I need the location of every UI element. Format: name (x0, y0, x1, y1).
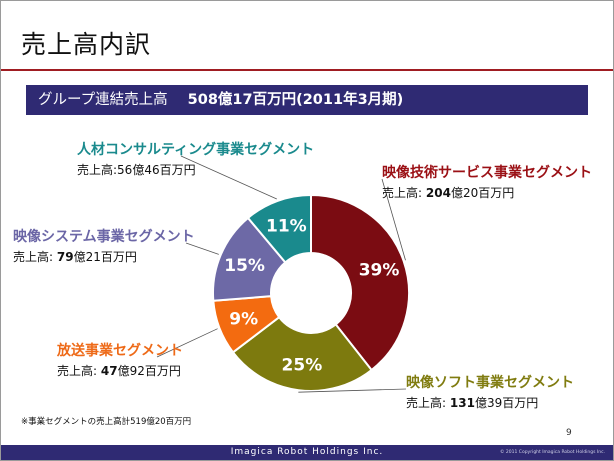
leader-line (381, 178, 406, 261)
segment-sales: 売上高: 47億92百万円 (57, 364, 181, 378)
segment-name: 映像技術サービス事業セグメント (382, 165, 592, 181)
segment-label-broadcasting: 放送事業セグメント 売上高: 47億92百万円 (57, 342, 183, 379)
segment-label-video-systems: 映像システム事業セグメント 売上高: 79億21百万円 (13, 228, 195, 265)
segment-sales: 売上高:56億46百万円 (77, 163, 196, 177)
leader-line (156, 328, 218, 358)
leader-line (298, 388, 407, 393)
banner-value: 508億17百万円(2011年3月期) (187, 92, 404, 108)
slide-title: 売上高内訳 (21, 30, 152, 59)
slice-percent-label: 11% (266, 216, 307, 236)
footer-copyright: © 2011 Copyright Imagica Robot Holdings … (499, 450, 605, 455)
segment-name: 放送事業セグメント (57, 343, 183, 359)
page-number: 9 (566, 428, 572, 438)
leader-line (185, 242, 219, 255)
slice-percent-label: 39% (359, 260, 400, 280)
footer-brand: Imagica Robot Holdings Inc. (230, 447, 384, 457)
segment-label-visual-tech: 映像技術サービス事業セグメント 売上高: 204億20百万円 (382, 164, 592, 201)
segment-label-video-software: 映像ソフト事業セグメント 売上高: 131億39百万円 (406, 374, 574, 411)
segment-sales: 売上高: 204億20百万円 (382, 186, 515, 200)
slice-percent-label: 9% (229, 310, 258, 330)
summary-banner: グループ連結売上高 508億17百万円(2011年3月期) (26, 85, 588, 115)
slice-percent-label: 15% (224, 256, 265, 276)
slice-visual-tech (310, 193, 410, 372)
segment-label-hr-consulting: 人材コンサルティング事業セグメント 売上高:56億46百万円 (77, 141, 314, 178)
banner-label: グループ連結売上高 (38, 92, 168, 108)
segment-name: 人材コンサルティング事業セグメント (77, 142, 315, 158)
segment-sales: 売上高: 79億21百万円 (13, 250, 137, 264)
slice-video-software (231, 315, 373, 392)
segment-sales: 売上高: 131億39百万円 (406, 396, 539, 410)
footer-bar: Imagica Robot Holdings Inc. © 2011 Copyr… (1, 445, 613, 460)
slice-percent-label: 25% (282, 355, 323, 375)
segment-name: 映像システム事業セグメント (13, 229, 195, 245)
footnote: ※事業セグメントの売上高計519億20百万円 (21, 417, 192, 427)
leader-line (180, 155, 277, 200)
slice-hr-consulting (246, 193, 312, 264)
title-divider (1, 69, 613, 71)
segment-name: 映像ソフト事業セグメント (406, 375, 574, 391)
